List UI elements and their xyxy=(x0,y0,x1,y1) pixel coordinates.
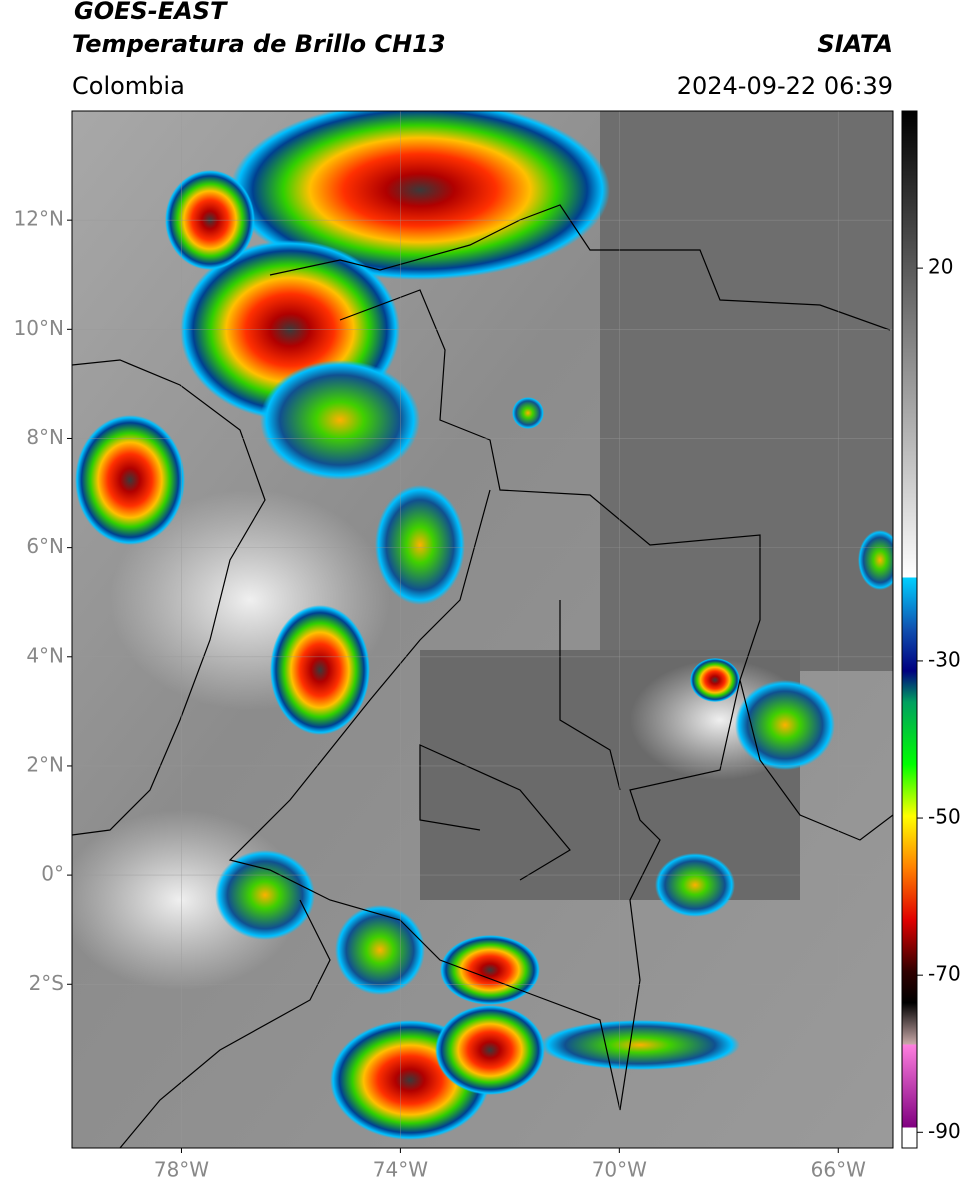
lat-tick-label: 10°N xyxy=(14,316,64,340)
storm-cell xyxy=(540,1020,740,1070)
colorbar-tick-label: 20 xyxy=(928,255,953,279)
storm-cell xyxy=(512,397,544,429)
source: SIATA xyxy=(817,30,893,58)
border xyxy=(119,899,331,1148)
coastline xyxy=(269,204,891,331)
coastline xyxy=(72,359,266,836)
graticule xyxy=(72,111,893,1148)
lon-tick-label: 78°W xyxy=(154,1158,209,1182)
storm-cell xyxy=(655,853,735,917)
lon-tick-label: 74°W xyxy=(373,1158,428,1182)
storm-cell xyxy=(75,415,185,545)
border xyxy=(559,600,621,791)
border xyxy=(339,289,893,841)
satellite-name: GOES-EAST xyxy=(74,0,228,25)
datetime: 2024-09-22 06:39 xyxy=(677,72,893,100)
storm-cell xyxy=(735,680,835,770)
storm-cell xyxy=(435,1005,545,1095)
storm-cell xyxy=(260,360,420,480)
storm-cell xyxy=(335,905,425,995)
border xyxy=(228,489,741,1111)
colorbar xyxy=(901,110,918,1149)
lat-tick-label: 4°N xyxy=(26,643,64,667)
colorbar-tick-label: -30 xyxy=(928,647,961,671)
lat-tick-label: 8°N xyxy=(26,425,64,449)
storm-cell xyxy=(215,850,315,940)
region: Colombia xyxy=(72,72,185,100)
lat-tick-label: 6°N xyxy=(26,534,64,558)
lat-tick-label: 2°N xyxy=(26,752,64,776)
storm-cell xyxy=(858,530,893,590)
lat-tick-label: 0° xyxy=(41,862,64,886)
storm-cell xyxy=(230,111,610,280)
product-title: Temperatura de Brillo CH13 xyxy=(72,30,446,58)
storm-cell xyxy=(270,605,370,735)
lon-tick-label: 66°W xyxy=(811,1158,866,1182)
map-frame xyxy=(71,110,894,1149)
lon-tick-label: 70°W xyxy=(592,1158,647,1182)
colorbar-tick-label: -50 xyxy=(928,805,961,829)
border xyxy=(419,744,571,881)
storm-cell xyxy=(375,485,465,605)
colorbar-tick-label: -70 xyxy=(928,962,961,986)
lat-tick-label: 12°N xyxy=(14,207,64,231)
dark-region xyxy=(600,111,893,671)
lat-tick-label: 2°S xyxy=(29,971,64,995)
colorbar-tick-label: -90 xyxy=(928,1119,961,1143)
storm-cell xyxy=(690,658,740,702)
imagery xyxy=(72,111,893,1148)
storm-cell xyxy=(440,935,540,1005)
